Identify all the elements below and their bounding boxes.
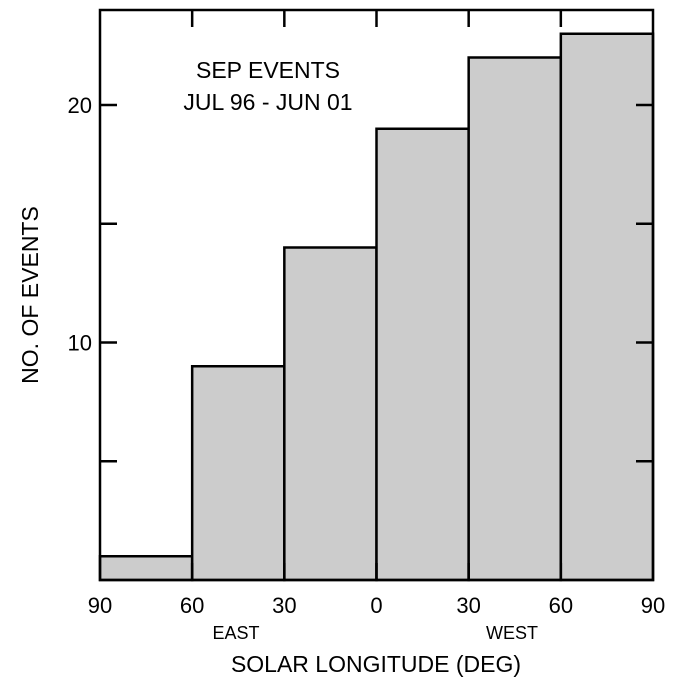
y-tick-label: 10 xyxy=(68,331,92,356)
histogram-bar-4 xyxy=(375,127,470,582)
x-tick-label: 30 xyxy=(272,593,296,618)
histogram-bar-6 xyxy=(559,32,655,582)
tick-labels-group: 10 20 90 60 30 0 30 60 90 xyxy=(68,93,666,618)
histogram-bar-2 xyxy=(190,365,286,582)
x-tick-label: 90 xyxy=(88,593,112,618)
x-tick-label: 90 xyxy=(641,593,665,618)
histogram-bar-1 xyxy=(98,555,194,582)
x-tick-label: 60 xyxy=(180,593,204,618)
chart-title-line-1: SEP EVENTS xyxy=(196,57,340,83)
bars-group xyxy=(98,32,655,582)
x-tick-label: 60 xyxy=(549,593,573,618)
west-label: WEST xyxy=(486,623,538,643)
histogram-bar-3 xyxy=(283,246,378,582)
chart-title-line-2: JUL 96 - JUN 01 xyxy=(183,89,352,115)
histogram-bar-5 xyxy=(467,56,563,582)
ticks-group xyxy=(100,10,653,580)
x-tick-label: 0 xyxy=(370,593,382,618)
y-axis-title: NO. OF EVENTS xyxy=(17,206,43,384)
east-label: EAST xyxy=(212,623,259,643)
x-tick-label: 30 xyxy=(456,593,480,618)
x-axis-title: SOLAR LONGITUDE (DEG) xyxy=(231,651,521,677)
y-tick-label: 20 xyxy=(68,93,92,118)
